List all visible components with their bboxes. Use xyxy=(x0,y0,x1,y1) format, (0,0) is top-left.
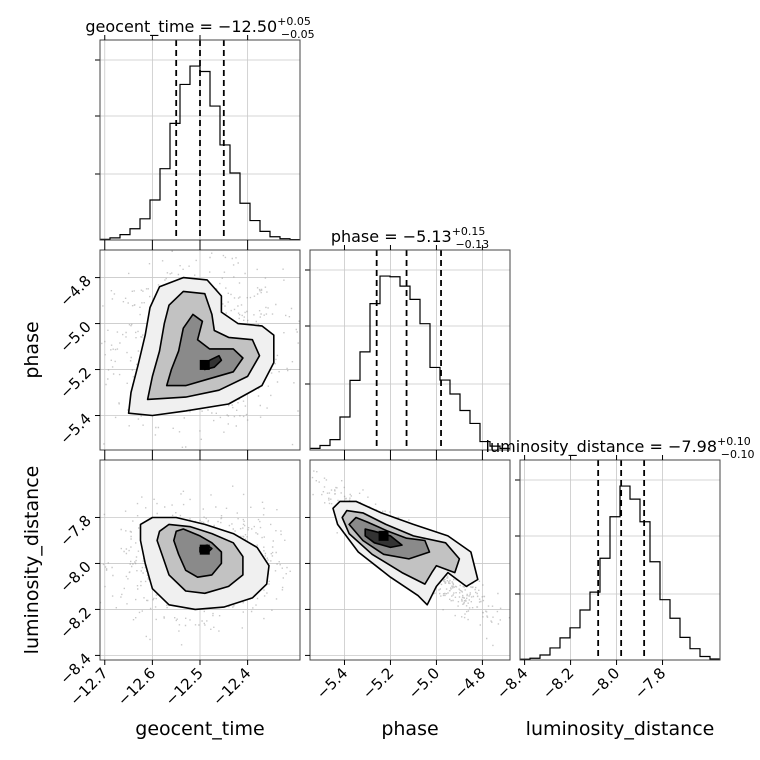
y-tick-label-luminosity-distance: −8.0 xyxy=(56,558,94,596)
histogram-step-luminosity-distance xyxy=(520,485,720,660)
panel-title-geocent-time: geocent_time = −12.50+0.05 −0.05 xyxy=(85,15,314,41)
x-tick-label-luminosity-distance: −8.4 xyxy=(493,664,531,702)
histogram-step-geocent-time xyxy=(100,65,300,241)
hist-panel-geocent-time: geocent_time = −12.50+0.05 −0.05 xyxy=(85,15,315,245)
x-tick-label-luminosity-distance: −8.0 xyxy=(585,664,623,702)
y-tick-label-luminosity-distance: −8.2 xyxy=(56,604,94,642)
x-tick-label-phase: −5.0 xyxy=(405,664,443,702)
xlabel-geocent-time: geocent_time xyxy=(135,718,264,740)
panel-title-phase: phase = −5.13+0.15 −0.13 xyxy=(331,225,489,251)
x-tick-label-phase: −4.8 xyxy=(451,664,489,702)
hist-panel-luminosity-distance: −8.4 −8.2 −8.0 −7.8 luminosity_distance = −7… xyxy=(486,435,755,703)
x-tick-label-phase: −5.2 xyxy=(359,664,397,702)
xlabel-luminosity-distance: luminosity_distance xyxy=(526,718,715,740)
panel-title-luminosity-distance: luminosity_distance = −7.98+0.10 −0.10 xyxy=(486,435,755,461)
y-tick-label-phase: −5.0 xyxy=(56,318,94,356)
scatter-panel-phase-vs-luminosity-distance: −5.4 −5.2 −5.0 −4.8 xyxy=(305,455,511,703)
y-tick-label-phase: −5.2 xyxy=(56,364,94,402)
hist-frame-luminosity-distance xyxy=(519,459,721,661)
density-contour xyxy=(165,313,244,387)
x-tick-label-luminosity-distance: −8.2 xyxy=(539,664,577,702)
ylabel-luminosity-distance: luminosity_distance xyxy=(21,466,43,655)
ylabel-phase: phase xyxy=(21,321,43,378)
scatter-panel-geocent-time-vs-luminosity-distance: −12.7 −12.6 −12.5 −12.4−8.4−8.2−8.0−7.8 xyxy=(56,455,301,709)
x-tick-label-geocent-time: −12.4 xyxy=(209,664,254,709)
x-tick-label-geocent-time: −12.6 xyxy=(114,664,159,709)
xlabel-phase: phase xyxy=(381,718,438,740)
scatter-frame-2 xyxy=(309,459,511,661)
density-peak xyxy=(378,530,389,541)
density-peak xyxy=(199,544,210,555)
density-contour xyxy=(173,528,223,578)
hist-panel-phase: phase = −5.13+0.15 −0.13 xyxy=(305,225,511,455)
x-tick-label-luminosity-distance: −7.8 xyxy=(631,664,669,702)
hist-frame-phase xyxy=(309,249,511,451)
y-tick-label-phase: −5.4 xyxy=(56,410,94,448)
x-tick-label-phase: −5.4 xyxy=(313,664,351,702)
y-tick-label-phase: −4.8 xyxy=(56,272,94,310)
scatter-panel-geocent-time-vs-phase: −5.4 −5.2 −5.0 −4.8 xyxy=(56,245,301,455)
density-peak xyxy=(199,359,210,370)
histogram-step-phase xyxy=(310,275,510,449)
x-tick-label-geocent-time: −12.5 xyxy=(162,664,207,709)
y-tick-label-luminosity-distance: −7.8 xyxy=(56,512,94,550)
